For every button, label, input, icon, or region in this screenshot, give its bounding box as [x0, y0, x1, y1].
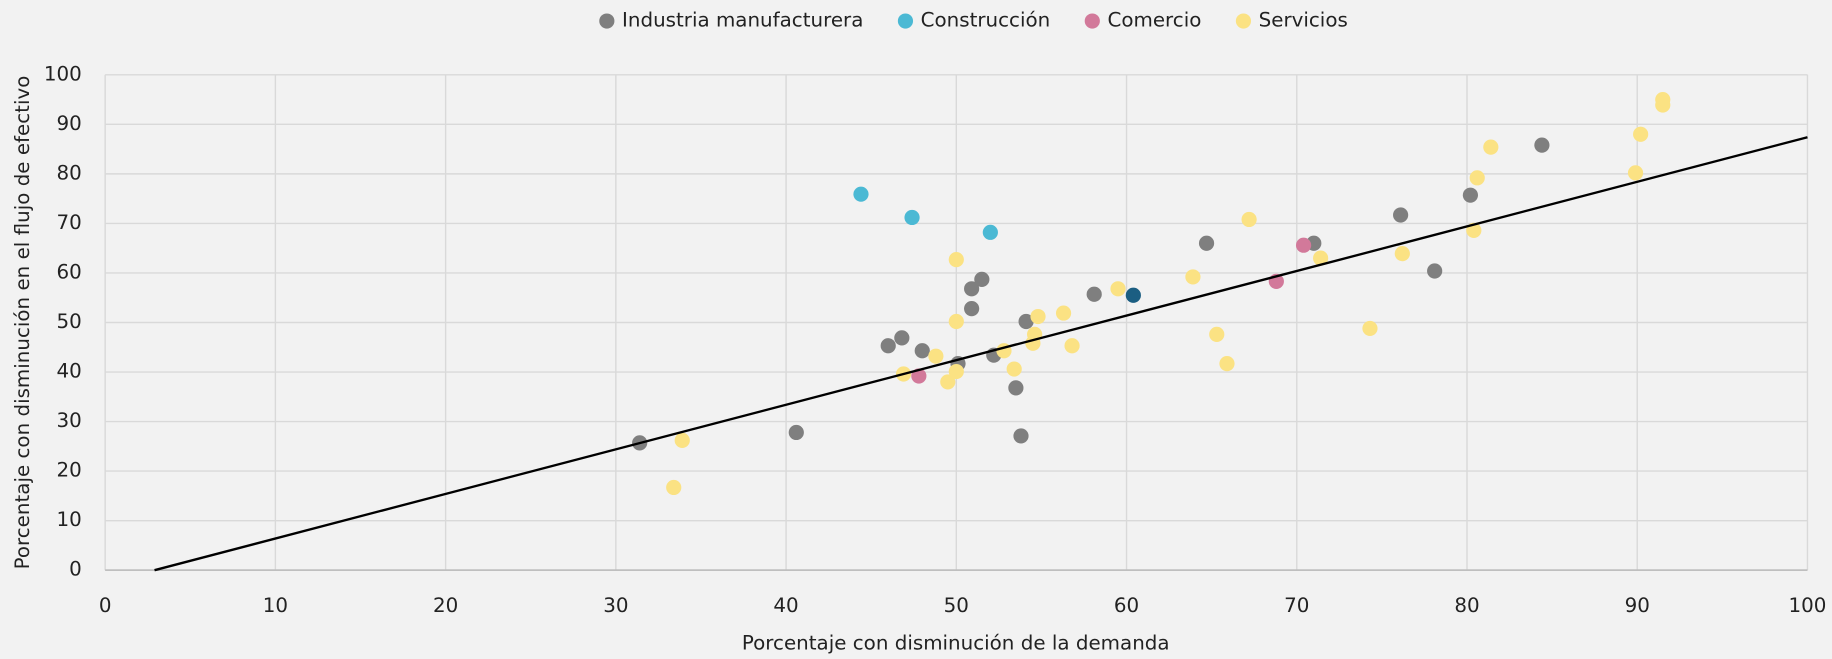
point — [1655, 91, 1671, 108]
y-tick-label: 80 — [57, 161, 82, 184]
point — [914, 343, 930, 359]
point — [1055, 305, 1072, 321]
point — [948, 313, 964, 330]
legend-marker — [897, 13, 914, 29]
point — [1627, 165, 1644, 181]
y-tick-label: 0 — [69, 558, 82, 581]
point — [928, 348, 944, 364]
point — [948, 363, 964, 380]
y-tick-label: 20 — [57, 459, 82, 482]
x-tick-label: 60 — [1114, 594, 1139, 617]
point — [1013, 428, 1029, 444]
x-tick-label: 40 — [773, 594, 798, 617]
point — [948, 251, 964, 268]
legend-label: Construcción — [921, 9, 1051, 32]
point — [964, 301, 980, 317]
point — [1018, 313, 1034, 330]
x-tick-label: 30 — [603, 594, 628, 617]
x-tick-label: 0 — [99, 594, 112, 617]
legend-marker — [1084, 13, 1100, 29]
point — [1110, 281, 1126, 297]
x-tick-label: 80 — [1454, 594, 1479, 617]
point — [911, 368, 927, 384]
point — [1427, 263, 1443, 279]
y-axis-label: Porcentaje con disminución en el flujo d… — [11, 76, 34, 570]
legend-marker — [599, 13, 615, 29]
point — [1030, 308, 1046, 325]
x-tick-label: 10 — [263, 594, 288, 617]
highlight-point — [1125, 287, 1141, 303]
point — [788, 424, 804, 441]
y-tick-label: 50 — [57, 310, 82, 333]
point — [974, 271, 990, 287]
point — [1295, 237, 1312, 253]
x-tick-label: 50 — [944, 594, 969, 617]
legend-label: Servicios — [1259, 9, 1348, 32]
point — [1534, 137, 1550, 153]
point — [1362, 320, 1378, 337]
x-tick-label: 90 — [1625, 594, 1650, 617]
point — [880, 338, 896, 354]
y-tick-label: 10 — [57, 508, 82, 531]
y-tick-label: 90 — [57, 112, 82, 135]
point — [1219, 356, 1235, 372]
point — [1394, 246, 1410, 262]
point — [674, 432, 690, 448]
point — [1006, 361, 1022, 377]
y-tick-label: 70 — [57, 211, 82, 234]
point — [964, 281, 980, 297]
point — [1086, 286, 1102, 302]
point — [1185, 269, 1201, 285]
x-tick-label: 100 — [1789, 594, 1827, 617]
x-tick-label: 20 — [433, 594, 458, 617]
trend-line — [154, 136, 1808, 572]
y-tick-label: 30 — [57, 409, 82, 432]
point — [1209, 326, 1225, 342]
point — [1393, 207, 1409, 223]
point — [853, 186, 869, 202]
point — [1633, 126, 1649, 142]
y-tick-label: 40 — [57, 360, 82, 383]
y-tick-label: 100 — [44, 62, 82, 85]
point — [1313, 250, 1329, 266]
point — [666, 479, 682, 496]
point — [894, 330, 910, 346]
point — [1462, 187, 1479, 203]
point — [1198, 235, 1215, 251]
point — [940, 374, 956, 390]
legend-label: Comercio — [1107, 9, 1201, 32]
legend-label: Industria manufacturera — [622, 9, 863, 32]
legend-marker — [1235, 13, 1252, 29]
x-axis-label: Porcentaje con disminución de la demanda — [742, 631, 1170, 654]
point — [1483, 139, 1499, 155]
y-tick-label: 60 — [57, 260, 82, 283]
point — [1241, 211, 1257, 228]
point — [1469, 170, 1485, 186]
point — [1008, 380, 1024, 396]
x-tick-label: 70 — [1284, 594, 1309, 617]
point — [904, 209, 920, 226]
point — [982, 224, 998, 240]
point — [1064, 338, 1080, 354]
